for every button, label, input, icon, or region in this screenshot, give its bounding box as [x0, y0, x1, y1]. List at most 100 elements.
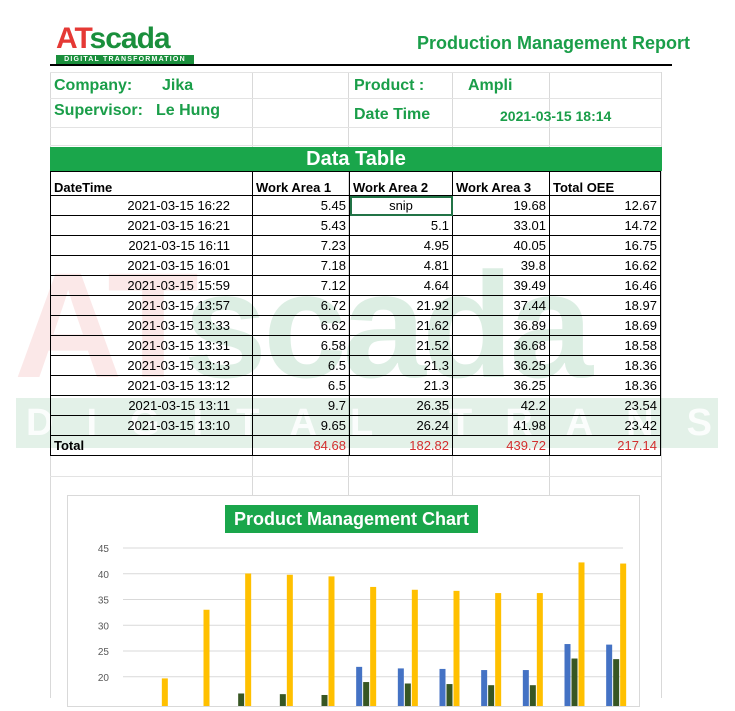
value-cell[interactable]: 12.67	[549, 195, 661, 216]
datetime-cell[interactable]: 2021-03-15 16:11	[50, 235, 253, 256]
total-value[interactable]: 182.82	[349, 435, 453, 456]
bar-area3[interactable]	[620, 563, 627, 711]
bar-area1[interactable]	[606, 644, 613, 711]
datetime-cell[interactable]: 2021-03-15 16:21	[50, 215, 253, 236]
value-cell[interactable]: 21.3	[349, 355, 453, 376]
bar-area2[interactable]	[446, 684, 453, 711]
datetime-cell[interactable]: 2021-03-15 13:13	[50, 355, 253, 376]
bar-area2[interactable]	[363, 682, 370, 711]
value-cell[interactable]: 18.97	[549, 295, 661, 316]
bar-area3[interactable]	[411, 589, 418, 711]
bar-area3[interactable]	[328, 576, 335, 711]
total-label[interactable]: Total	[50, 435, 253, 456]
datetime-cell[interactable]: 2021-03-15 15:59	[50, 275, 253, 296]
value-cell[interactable]: 21.52	[349, 335, 453, 356]
total-value[interactable]: 84.68	[252, 435, 350, 456]
value-cell[interactable]: 23.42	[549, 415, 661, 436]
bar-area1[interactable]	[481, 670, 488, 711]
value-cell[interactable]: 41.98	[452, 415, 550, 436]
column-header[interactable]: Work Area 2	[349, 171, 453, 196]
value-cell[interactable]: 39.49	[452, 275, 550, 296]
bar-area2[interactable]	[613, 659, 620, 711]
column-header[interactable]: Total OEE	[549, 171, 661, 196]
value-cell[interactable]: 9.7	[252, 395, 350, 416]
value-cell[interactable]: 19.68	[452, 195, 550, 216]
datetime-cell[interactable]: 2021-03-15 13:10	[50, 415, 253, 436]
value-cell[interactable]: 6.72	[252, 295, 350, 316]
value-cell[interactable]: 21.3	[349, 375, 453, 396]
bar-area3[interactable]	[578, 562, 585, 711]
value-cell[interactable]: 18.36	[549, 375, 661, 396]
datetime-cell[interactable]: 2021-03-15 13:11	[50, 395, 253, 416]
value-cell[interactable]: 26.35	[349, 395, 453, 416]
value-cell[interactable]: 5.45	[252, 195, 350, 216]
column-header[interactable]: DateTime	[50, 171, 253, 196]
value-cell[interactable]: 18.58	[549, 335, 661, 356]
value-cell[interactable]: 7.18	[252, 255, 350, 276]
datetime-cell[interactable]: 2021-03-15 16:01	[50, 255, 253, 276]
chart-area[interactable]: 45 40 35 30 25 20	[67, 495, 640, 711]
value-cell[interactable]: 7.23	[252, 235, 350, 256]
value-cell[interactable]: 36.25	[452, 375, 550, 396]
bar-area2[interactable]	[321, 694, 328, 711]
value-cell[interactable]: 16.75	[549, 235, 661, 256]
total-value[interactable]: 439.72	[452, 435, 550, 456]
bar-area1[interactable]	[356, 666, 363, 711]
value-cell[interactable]: 4.95	[349, 235, 453, 256]
datetime-cell[interactable]: 2021-03-15 13:31	[50, 335, 253, 356]
value-cell[interactable]: 21.62	[349, 315, 453, 336]
datetime-cell[interactable]: 2021-03-15 13:57	[50, 295, 253, 316]
bar-area2[interactable]	[238, 693, 245, 711]
value-cell[interactable]: 21.92	[349, 295, 453, 316]
value-cell[interactable]: 7.12	[252, 275, 350, 296]
value-cell[interactable]: 37.44	[452, 295, 550, 316]
column-header[interactable]: Work Area 1	[252, 171, 350, 196]
datetime-cell[interactable]: 2021-03-15 16:22	[50, 195, 253, 216]
bar-area1[interactable]	[439, 668, 446, 711]
bar-area3[interactable]	[495, 593, 502, 711]
total-value[interactable]: 217.14	[549, 435, 661, 456]
value-cell[interactable]: 16.62	[549, 255, 661, 276]
value-cell[interactable]: 5.1	[349, 215, 453, 236]
bar-area2[interactable]	[529, 685, 536, 711]
value-cell[interactable]: 26.24	[349, 415, 453, 436]
bar-area3[interactable]	[161, 678, 168, 711]
bar-area3[interactable]	[453, 590, 460, 711]
value-cell[interactable]: 4.81	[349, 255, 453, 276]
value-cell[interactable]: 6.58	[252, 335, 350, 356]
bar-area3[interactable]	[203, 609, 210, 711]
value-cell[interactable]: 36.89	[452, 315, 550, 336]
bar-area3[interactable]	[370, 586, 377, 711]
datetime-cell[interactable]: 2021-03-15 13:12	[50, 375, 253, 396]
bar-area1[interactable]	[522, 670, 529, 711]
value-cell[interactable]: 18.69	[549, 315, 661, 336]
value-cell[interactable]: 6.62	[252, 315, 350, 336]
value-cell[interactable]: 16.46	[549, 275, 661, 296]
bar-area2[interactable]	[571, 658, 578, 711]
bar-area2[interactable]	[404, 683, 411, 711]
bar-area2[interactable]	[279, 694, 286, 711]
selected-cell[interactable]: snip	[349, 195, 453, 216]
value-cell[interactable]: 6.5	[252, 375, 350, 396]
value-cell[interactable]: 6.5	[252, 355, 350, 376]
bar-area3[interactable]	[245, 573, 252, 711]
column-header[interactable]: Work Area 3	[452, 171, 550, 196]
value-cell[interactable]: 9.65	[252, 415, 350, 436]
value-cell[interactable]: 36.68	[452, 335, 550, 356]
value-cell[interactable]: 14.72	[549, 215, 661, 236]
bar-area1[interactable]	[564, 644, 571, 711]
bar-area1[interactable]	[397, 668, 404, 711]
value-cell[interactable]: 36.25	[452, 355, 550, 376]
value-cell[interactable]: 42.2	[452, 395, 550, 416]
value-cell[interactable]: 39.8	[452, 255, 550, 276]
value-cell[interactable]: 5.43	[252, 215, 350, 236]
value-cell[interactable]: 40.05	[452, 235, 550, 256]
bar-area3[interactable]	[286, 574, 293, 711]
value-cell[interactable]: 33.01	[452, 215, 550, 236]
bar-area3[interactable]	[536, 593, 543, 711]
value-cell[interactable]: 18.36	[549, 355, 661, 376]
datetime-cell[interactable]: 2021-03-15 13:33	[50, 315, 253, 336]
value-cell[interactable]: 23.54	[549, 395, 661, 416]
bar-area2[interactable]	[488, 685, 495, 711]
value-cell[interactable]: 4.64	[349, 275, 453, 296]
